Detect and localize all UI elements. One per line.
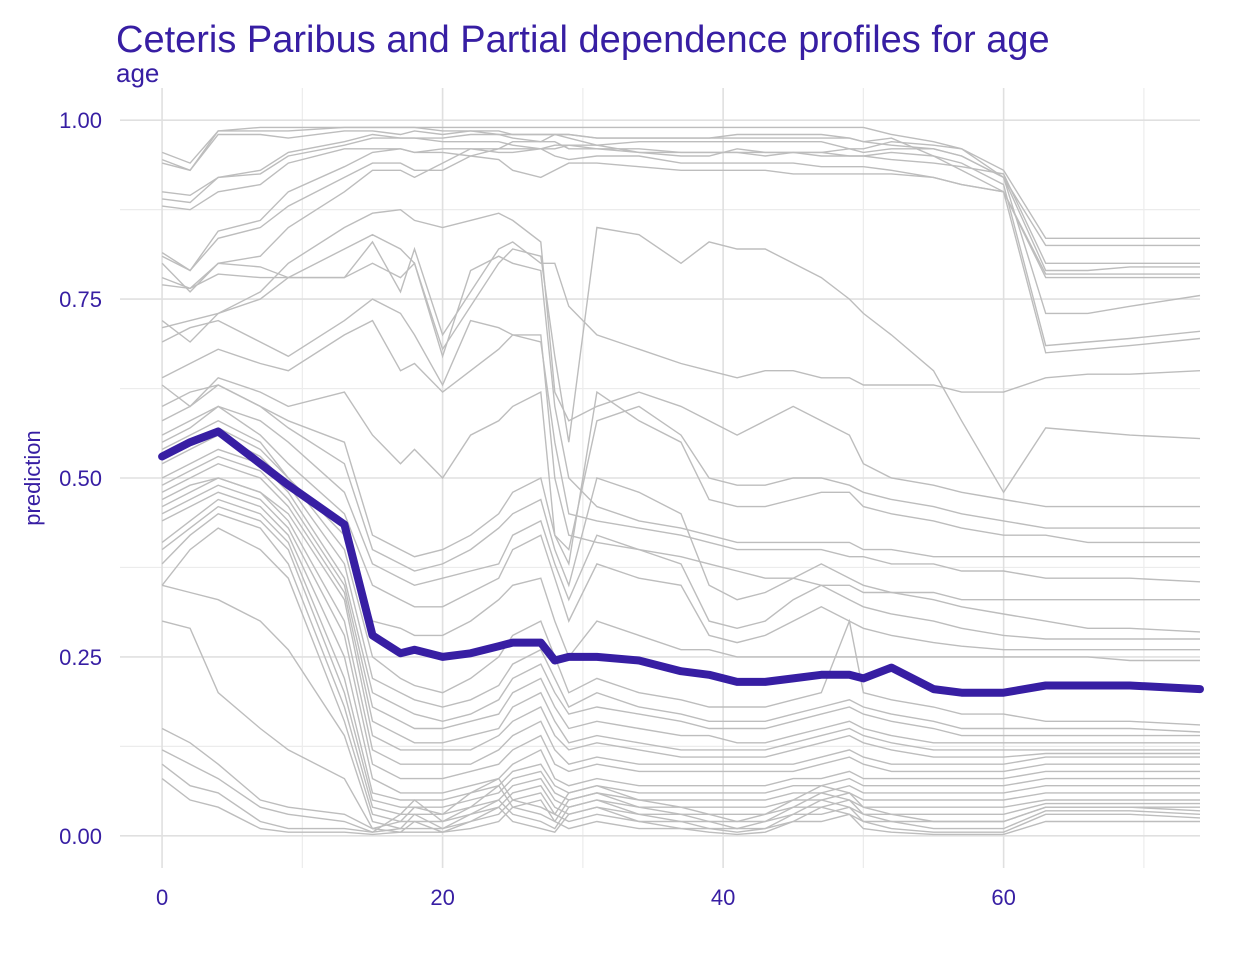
y-tick-label: 0.75 <box>59 287 102 312</box>
cp-profile-line-31 <box>161 498 1200 801</box>
cp-profile-line-6 <box>162 148 1200 279</box>
cp-profile-line-7 <box>161 140 1201 315</box>
partial-dependence-profile <box>158 427 1204 697</box>
cp-profile-line-20 <box>161 405 1200 651</box>
chart-subtitle: age <box>116 58 159 88</box>
cp-profile-line-23 <box>161 434 1201 733</box>
cp-profile-line-30 <box>161 491 1200 794</box>
y-axis-label: prediction <box>20 430 45 525</box>
cp-profile-line-34 <box>161 527 1200 823</box>
cp-profile-line-4 <box>162 133 1200 272</box>
x-tick-label: 60 <box>991 885 1015 910</box>
cp-profile-line-10 <box>161 240 1201 393</box>
cp-profile-line-18 <box>161 384 1201 633</box>
cp-profile-line-40 <box>161 778 1200 836</box>
cp-profile-line-9 <box>161 133 1201 354</box>
x-tick-label: 0 <box>156 885 168 910</box>
cp-profile-line-33 <box>161 513 1200 815</box>
cp-profile-line-13 <box>161 233 1200 558</box>
cp-profile-line-12 <box>161 208 1200 508</box>
cp-profile-line-16 <box>161 376 1200 567</box>
chart-title: Ceteris Paribus and Partial dependence p… <box>116 19 1050 61</box>
ceteris-paribus-profiles <box>161 126 1201 836</box>
cp-profile-line-17 <box>161 384 1200 558</box>
y-tick-label: 0.50 <box>59 466 102 491</box>
cp-profile-line-22 <box>161 427 1201 726</box>
x-axis-ticks: 0 20 40 60 <box>156 885 1016 910</box>
y-axis-ticks: 0.00 0.25 0.50 0.75 1.00 <box>59 108 102 849</box>
cp-profile-line-19 <box>161 405 1200 640</box>
cp-profile-line-32 <box>161 505 1200 808</box>
cp-profile-line-27 <box>161 477 1200 758</box>
y-tick-label: 1.00 <box>59 108 102 133</box>
y-tick-label: 0.25 <box>59 645 102 670</box>
x-tick-label: 20 <box>430 885 454 910</box>
cp-profile-line-39 <box>161 763 1201 833</box>
cp-profile-line-25 <box>161 455 1200 744</box>
cp-profile-line-11 <box>162 226 1201 494</box>
y-tick-label: 0.00 <box>59 824 102 849</box>
cp-profile-line-24 <box>161 448 1200 737</box>
cp-profile-line-38 <box>161 749 1201 833</box>
cp-profile-line-15 <box>161 319 1200 601</box>
pd-profile-line <box>158 427 1204 697</box>
cp-profile-line-8 <box>161 144 1201 347</box>
cp-profile-line-37 <box>161 727 1201 830</box>
cp-profile-line-29 <box>161 484 1200 780</box>
x-tick-label: 40 <box>711 885 735 910</box>
cp-profile-line-26 <box>161 462 1200 751</box>
cp-profile-line-14 <box>161 298 1201 583</box>
cp-profile-line-35 <box>161 584 1200 830</box>
cp-profile-line-28 <box>161 477 1200 765</box>
